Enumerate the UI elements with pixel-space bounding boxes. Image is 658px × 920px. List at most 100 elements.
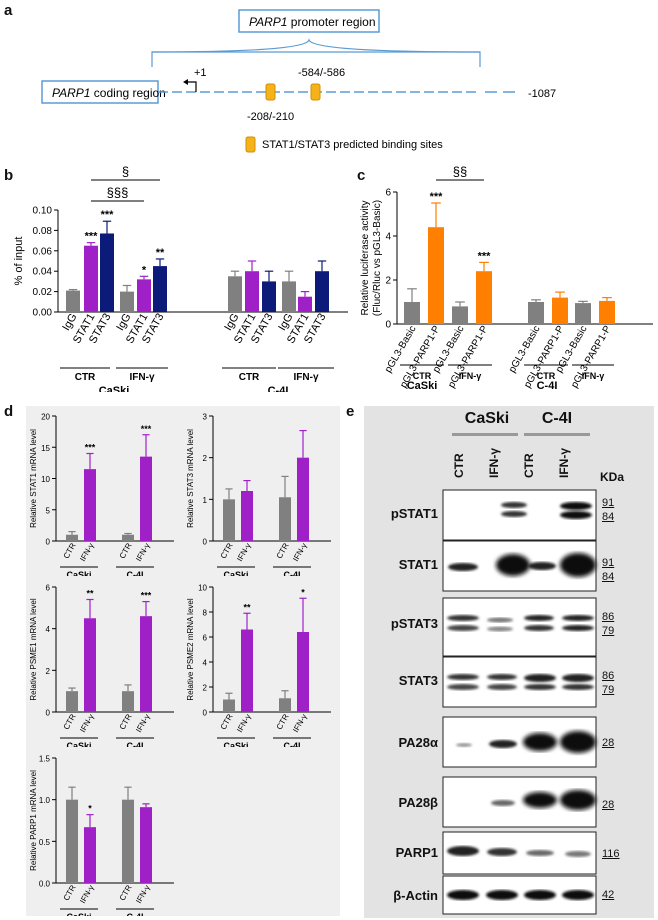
group-label: IFN-γ bbox=[294, 372, 319, 383]
bar bbox=[120, 291, 134, 312]
kda-pstat3-1: 86 bbox=[602, 611, 615, 623]
cell-label: C-4I bbox=[126, 912, 143, 916]
y-axis-label: (Fluc/Rluc vs pGL3-Basic) bbox=[372, 200, 383, 316]
category-label: CTR bbox=[62, 712, 78, 731]
category-label: IFN-γ bbox=[134, 713, 152, 734]
blot-label-pstat3: pSTAT3 bbox=[390, 616, 438, 631]
kda-parp1: 116 bbox=[602, 848, 620, 860]
y-tick-label: 0.04 bbox=[33, 267, 53, 278]
bar bbox=[84, 827, 96, 883]
significance-label: *** bbox=[430, 191, 444, 203]
y-tick-label: 0 bbox=[46, 709, 51, 718]
blot-label-pa28a: PA28α bbox=[398, 735, 438, 750]
binding-site-2 bbox=[310, 83, 321, 101]
kda-stat3-1: 86 bbox=[602, 670, 615, 682]
tss-arrow-icon bbox=[186, 81, 197, 92]
category-label: CTR bbox=[62, 883, 78, 902]
y-tick-label: 5 bbox=[46, 506, 51, 515]
cell-bar-c4i bbox=[524, 433, 590, 436]
category-label: CTR bbox=[118, 712, 134, 731]
significance-label: ** bbox=[86, 589, 94, 599]
bar bbox=[100, 233, 114, 312]
bar bbox=[137, 279, 151, 312]
y-tick-label: 0.06 bbox=[33, 246, 53, 257]
y-tick-label: 0 bbox=[203, 709, 208, 718]
category-label: CTR bbox=[118, 541, 134, 560]
significance-label: *** bbox=[85, 231, 99, 243]
bar bbox=[66, 799, 78, 883]
cell-label: C-4I bbox=[283, 741, 300, 747]
group-label: CTR bbox=[537, 371, 556, 381]
bar bbox=[297, 457, 309, 541]
y-tick-label: 0.08 bbox=[33, 226, 53, 237]
y-tick-label: 1.5 bbox=[39, 755, 51, 764]
significance-label: * bbox=[142, 264, 147, 276]
promoter-label: PARP1 promoter region bbox=[249, 15, 376, 29]
significance-label: ** bbox=[156, 247, 165, 259]
bar bbox=[245, 271, 259, 312]
y-axis-label: Relative STAT3 mRNA level bbox=[186, 429, 195, 528]
y-tick-label: 0.02 bbox=[33, 287, 53, 298]
promoter-bracket bbox=[151, 51, 481, 67]
y-axis-label: Relative PSME2 mRNA level bbox=[186, 598, 195, 700]
end-label: -1087 bbox=[528, 88, 556, 100]
group-label: CTR bbox=[413, 371, 432, 381]
bar bbox=[279, 698, 291, 712]
kda-pstat1-2: 84 bbox=[602, 511, 615, 523]
bar bbox=[428, 227, 444, 324]
kda-stat1-2: 84 bbox=[602, 571, 615, 583]
category-label: CTR bbox=[118, 883, 134, 902]
significance-label: *** bbox=[478, 250, 492, 262]
site2-label: -584/-586 bbox=[298, 67, 345, 79]
category-label: IFN-γ bbox=[134, 542, 152, 563]
kda-pstat3-2: 79 bbox=[602, 625, 615, 637]
y-tick-label: 1 bbox=[203, 496, 208, 505]
cell-label-caski: CaSki bbox=[407, 380, 438, 392]
category-label: IFN-γ bbox=[291, 542, 309, 563]
kda-stat3-2: 79 bbox=[602, 684, 615, 696]
kda-actin: 42 bbox=[602, 889, 615, 901]
blot-label-pa28b: PA28β bbox=[398, 795, 439, 810]
cell-label: CaSki bbox=[223, 741, 248, 747]
binding-site-1 bbox=[265, 83, 276, 101]
significance-label: * bbox=[88, 804, 92, 814]
panel-a-diagram: PARP1 promoter region PARP1 coding regio… bbox=[41, 9, 556, 153]
bar bbox=[66, 534, 78, 541]
group-label: IFN-γ bbox=[130, 372, 155, 383]
y-tick-label: 10 bbox=[198, 584, 207, 593]
bar bbox=[122, 691, 134, 712]
y-axis-label: Relative PSME1 mRNA level bbox=[29, 598, 38, 700]
bar bbox=[122, 534, 134, 541]
category-label: IFN-γ bbox=[291, 713, 309, 734]
y-tick-label: 2 bbox=[385, 276, 391, 287]
category-label: CTR bbox=[219, 541, 235, 560]
blot-label-stat1: STAT1 bbox=[398, 557, 438, 572]
blot-label-stat3: STAT3 bbox=[398, 673, 438, 688]
bar bbox=[228, 276, 242, 312]
y-tick-label: 6 bbox=[385, 188, 391, 199]
cell-label-c4i: C-4I bbox=[541, 410, 573, 427]
group-label: IFN-γ bbox=[582, 371, 605, 381]
kda-pstat1-1: 91 bbox=[602, 497, 615, 509]
bar bbox=[153, 266, 167, 312]
lane-label-4: IFN-γ bbox=[557, 448, 571, 478]
bar bbox=[241, 491, 253, 541]
y-tick-label: 10 bbox=[41, 475, 50, 484]
y-axis-label: % of input bbox=[13, 237, 25, 286]
y-tick-label: 6 bbox=[46, 584, 51, 593]
cell-label: CaSki bbox=[66, 912, 91, 916]
y-tick-label: 20 bbox=[41, 413, 50, 422]
bar bbox=[140, 456, 152, 541]
bar bbox=[140, 807, 152, 883]
significance-label: ** bbox=[243, 602, 251, 612]
category-label: IFN-γ bbox=[235, 713, 253, 734]
panel-label-a: a bbox=[4, 2, 13, 19]
category-label: CTR bbox=[275, 712, 291, 731]
bar bbox=[282, 281, 296, 312]
group-label: CTR bbox=[239, 372, 260, 383]
bar bbox=[84, 469, 96, 541]
